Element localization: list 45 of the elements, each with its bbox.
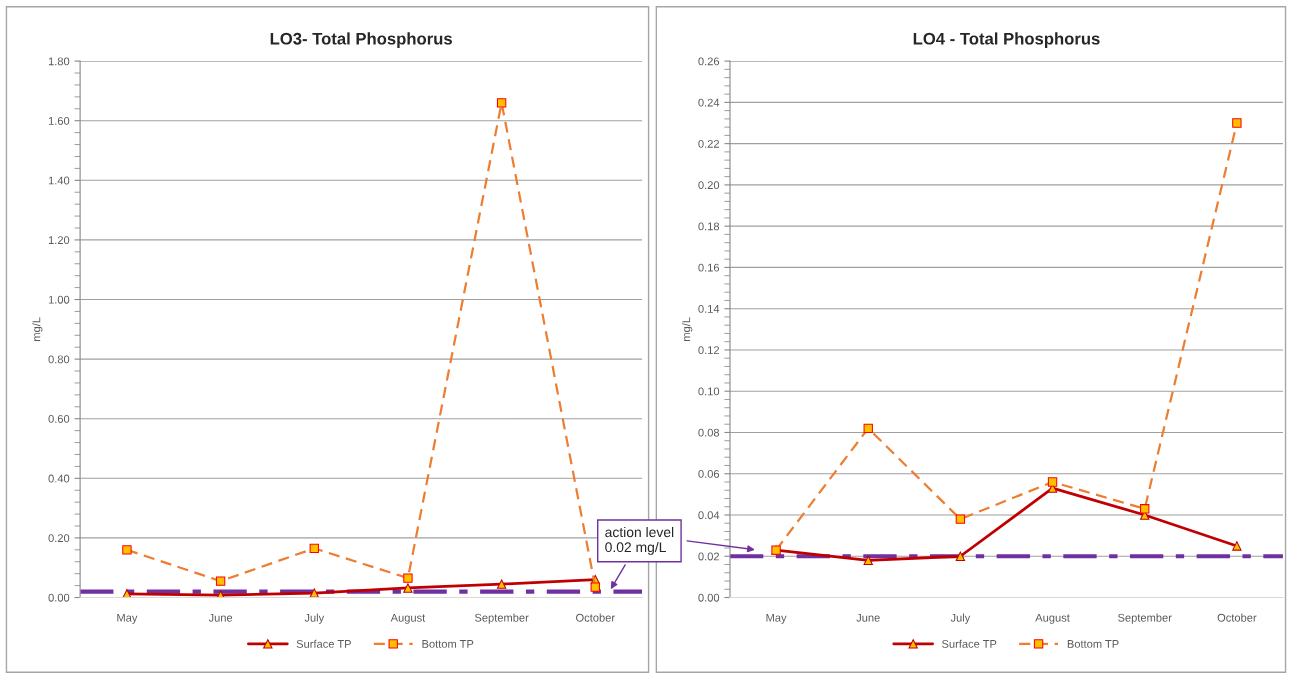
x-tick-label: October	[1217, 613, 1257, 622]
y-tick-label: 0.80	[48, 355, 70, 364]
x-tick-label: July	[950, 613, 971, 624]
y-tick-label: 0.08	[698, 428, 720, 437]
x-tick-label: September	[1118, 613, 1172, 624]
y-tick-label: 0.40	[48, 474, 70, 483]
legend-label: Surface TP	[942, 639, 997, 648]
legend-label: Bottom TP	[1067, 640, 1119, 648]
y-tick-label: 0.22	[698, 139, 720, 148]
y-tick-label: 0.12	[698, 346, 720, 355]
y-tick-label: 0.06	[698, 470, 720, 478]
x-tick-label: June	[208, 613, 233, 622]
x-tick-label: August	[390, 613, 426, 624]
y-tick-label: 0.14	[698, 304, 720, 313]
chart-title: LO3- Total Phosphorus	[270, 32, 452, 48]
chart-title: LO4 - Total Phosphorus	[913, 32, 1100, 48]
y-tick-label: 0.10	[698, 387, 720, 396]
y-tick-label: 0.26	[698, 57, 720, 66]
x-tick-label: September	[474, 613, 529, 624]
legend-label: Bottom TP	[422, 640, 474, 648]
y-tick-label: 0.00	[48, 593, 70, 602]
y-tick-label: 1.80	[48, 57, 70, 66]
x-tick-label: July	[304, 613, 325, 624]
legend-label: Surface TP	[296, 639, 351, 648]
y-tick-label: 1.40	[48, 176, 70, 185]
y-tick-label: 0.04	[698, 511, 720, 520]
y-tick-label: 1.00	[48, 295, 70, 304]
annotation: action level 0.02 mg/L	[605, 526, 674, 555]
y-tick-label: 0.02	[698, 552, 720, 561]
y-axis-title: mg/L	[682, 317, 693, 341]
y-tick-label: 1.20	[48, 236, 70, 245]
x-tick-label: June	[856, 613, 880, 622]
x-tick-label: August	[1035, 613, 1070, 624]
y-tick-label: 0.20	[48, 534, 70, 543]
y-tick-label: 0.00	[698, 593, 720, 602]
y-tick-label: 0.24	[698, 98, 720, 107]
y-axis-title: mg/L	[32, 317, 43, 341]
y-tick-label: 0.16	[698, 263, 720, 272]
x-tick-label: May	[117, 613, 138, 624]
x-tick-label: May	[766, 613, 787, 624]
y-tick-label: 0.20	[698, 181, 720, 190]
y-tick-label: 0.18	[698, 222, 720, 231]
y-tick-label: 1.60	[48, 116, 70, 125]
y-tick-label: 0.60	[48, 414, 70, 423]
x-tick-label: October	[576, 613, 615, 622]
